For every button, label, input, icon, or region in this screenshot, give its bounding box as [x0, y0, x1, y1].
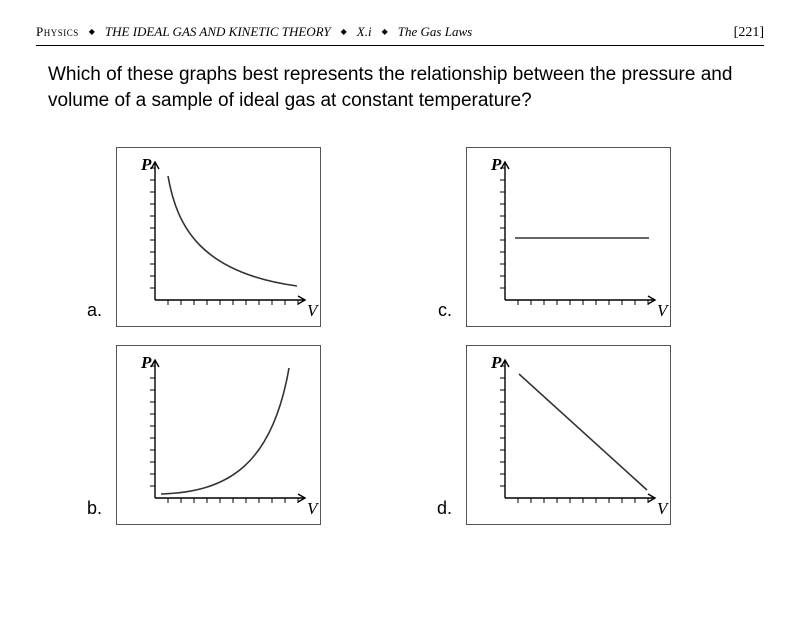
chapter-title: THE IDEAL GAS AND KINETIC THEORY — [105, 24, 331, 40]
axis-label-p: P — [140, 353, 152, 372]
option-b: b. P V — [80, 345, 370, 525]
axes — [150, 360, 305, 503]
axis-label-p: P — [490, 353, 502, 372]
option-a: a. P V — [80, 147, 370, 327]
separator-icon: ◆ — [382, 27, 388, 36]
chart-b: P V — [116, 345, 321, 525]
chart-svg: P V — [117, 148, 322, 328]
option-label: b. — [80, 498, 102, 525]
options-grid: a. P V c. P V b. P — [80, 147, 720, 525]
axis-label-v: V — [657, 499, 670, 518]
separator-icon: ◆ — [89, 27, 95, 36]
curve-linear-down — [519, 374, 647, 490]
option-label: d. — [430, 498, 452, 525]
chart-c: P V — [466, 147, 671, 327]
option-d: d. P V — [430, 345, 720, 525]
axes — [500, 360, 655, 503]
page-number: [221] — [734, 25, 764, 41]
axis-label-p: P — [140, 155, 152, 174]
axis-label-v: V — [307, 301, 320, 320]
chart-svg: P V — [117, 346, 322, 526]
section-title: The Gas Laws — [398, 24, 472, 40]
axis-label-v: V — [307, 499, 320, 518]
page-header: Physics ◆ THE IDEAL GAS AND KINETIC THEO… — [36, 24, 764, 46]
chapter-number: X.i — [357, 24, 372, 40]
question-text: Which of these graphs best represents th… — [48, 62, 752, 113]
option-c: c. P V — [430, 147, 720, 327]
axis-label-p: P — [490, 155, 502, 174]
option-label: c. — [430, 300, 452, 327]
option-label: a. — [80, 300, 102, 327]
subject-label: Physics — [36, 24, 79, 40]
axis-label-v: V — [657, 301, 670, 320]
curve-inverse — [168, 176, 297, 286]
axes — [500, 162, 655, 305]
breadcrumb: Physics ◆ THE IDEAL GAS AND KINETIC THEO… — [36, 24, 472, 40]
chart-svg: P V — [467, 148, 672, 328]
chart-svg: P V — [467, 346, 672, 526]
curve-exponential — [161, 368, 289, 494]
chart-a: P V — [116, 147, 321, 327]
chart-d: P V — [466, 345, 671, 525]
separator-icon: ◆ — [341, 27, 347, 36]
